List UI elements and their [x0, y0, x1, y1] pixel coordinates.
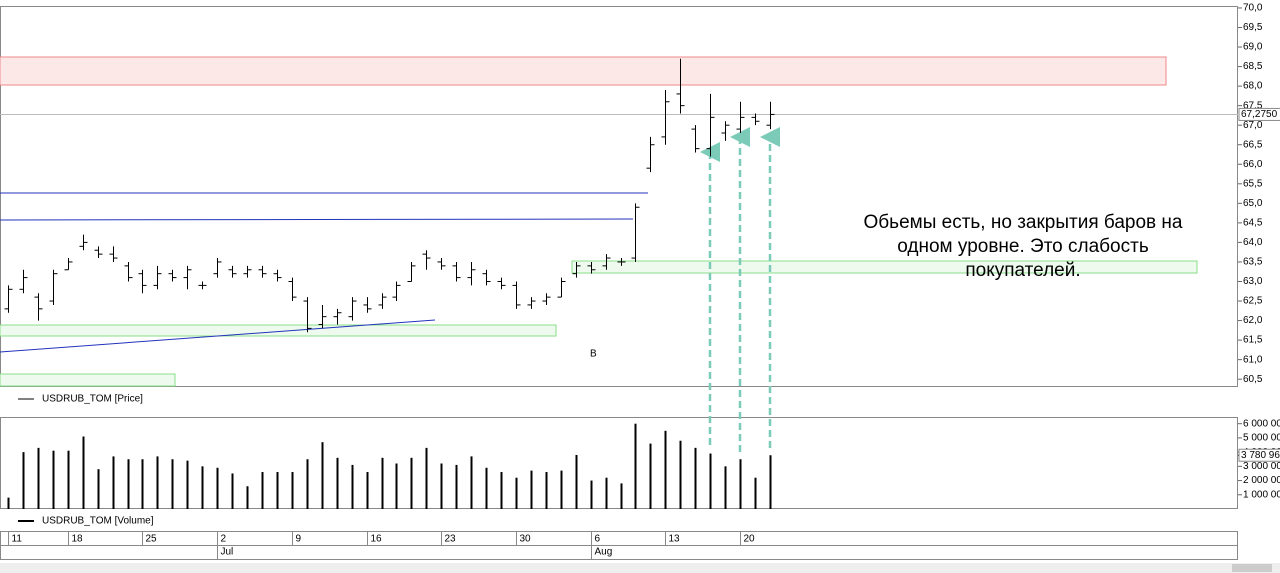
support-zone	[571, 260, 1198, 274]
month-axis	[0, 545, 1238, 560]
volume-panel	[0, 417, 1238, 509]
y-tick-label: 62,5	[1243, 296, 1263, 307]
last-value-box	[1238, 448, 1280, 462]
x-tick-label: 11	[12, 534, 23, 545]
y-tick-label: 61,0	[1243, 354, 1263, 365]
y-tick-label: 61,5	[1243, 335, 1263, 346]
y-tick-label: 65,0	[1243, 198, 1263, 209]
x-tick-label: 16	[371, 534, 383, 545]
y-tick-label: 67,0	[1243, 120, 1263, 131]
y-tick-label: 66,5	[1243, 139, 1263, 150]
y-tick-label: 62,0	[1243, 315, 1263, 326]
last-value-box	[1238, 107, 1280, 121]
x-tick-label: 23	[445, 534, 457, 545]
y-tick-label: 66,0	[1243, 159, 1263, 170]
x-tick-label: 6	[595, 534, 601, 545]
y-tick-label: 64,5	[1243, 218, 1263, 229]
x-tick-label: 13	[669, 534, 681, 545]
x-tick-label: 25	[146, 534, 158, 545]
level-line	[0, 218, 634, 221]
annotation: Обьемы есть, но закрытия баров на	[864, 212, 1183, 233]
y-tick-label: 68,5	[1243, 61, 1263, 72]
x-tick-label: 20	[744, 534, 756, 545]
y-tick-label: 60,5	[1243, 374, 1263, 385]
y-tick-label: 65,5	[1243, 178, 1263, 189]
y-tick-label: 70,0	[1243, 3, 1263, 14]
x-tick-label: 9	[296, 534, 302, 545]
month-label: Jul	[221, 547, 234, 558]
y-tick-label: 6 000 000	[1243, 418, 1280, 429]
y-tick-label: 63,5	[1243, 257, 1263, 268]
y-tick-label: 1 000 000	[1243, 489, 1280, 500]
y-tick-label: 5 000 000	[1243, 433, 1280, 444]
x-tick-label: 18	[72, 534, 84, 545]
month-label: Aug	[595, 547, 613, 558]
trend-line	[0, 319, 436, 353]
x-tick-label: 30	[520, 534, 532, 545]
price-panel	[0, 6, 1238, 387]
annotation: одном уровне. Это слабость	[897, 236, 1149, 257]
y-tick-label: 63,0	[1243, 276, 1263, 287]
y-tick-label: 69,5	[1243, 22, 1263, 33]
scroll-thumb[interactable]	[1232, 564, 1272, 572]
y-tick-label: 64,0	[1243, 237, 1263, 248]
legend-label: USDRUB_TOM [Price]	[42, 394, 143, 405]
last-value-label: 67,2750	[1241, 109, 1278, 120]
y-tick-label: 2 000 000	[1243, 475, 1280, 486]
date-axis	[0, 531, 1238, 546]
last-value-label: 3 780 96	[1241, 450, 1280, 461]
annotation: покупателей.	[965, 260, 1080, 281]
support-zone	[0, 373, 176, 387]
scrollbar[interactable]	[0, 563, 1280, 573]
y-tick-label: 69,0	[1243, 42, 1263, 53]
resistance-zone	[0, 56, 1167, 86]
x-tick-label: 2	[221, 534, 227, 545]
y-tick-label: 68,0	[1243, 81, 1263, 92]
support-zone	[0, 324, 557, 337]
y-tick-label: 67,5	[1243, 100, 1263, 111]
chart-marker: B	[590, 349, 597, 360]
y-tick-label: 3 000 000	[1243, 461, 1280, 472]
legend-label: USDRUB_TOM [Volume]	[42, 516, 154, 527]
